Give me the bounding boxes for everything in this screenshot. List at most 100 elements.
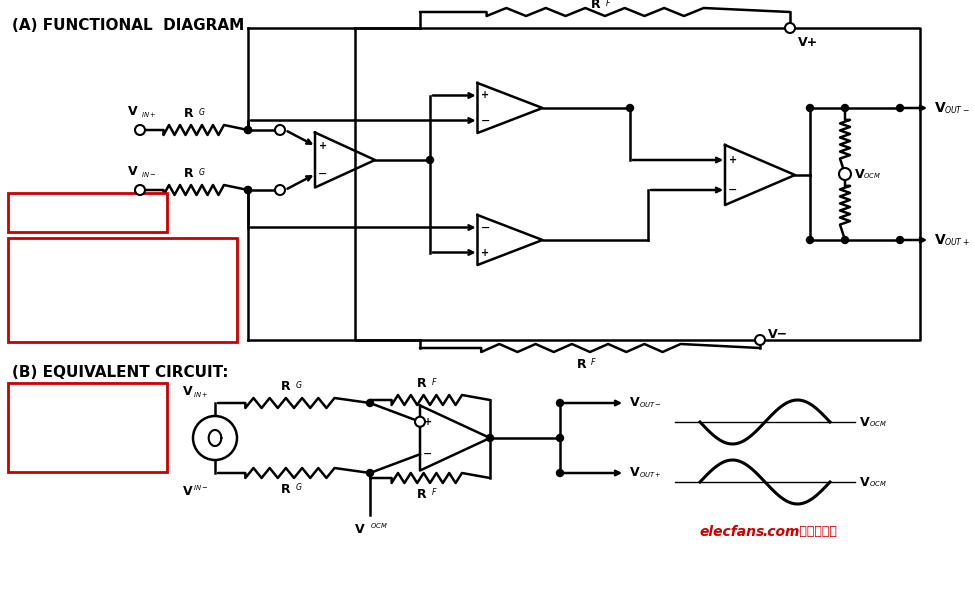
- Text: R: R: [18, 206, 29, 220]
- Circle shape: [275, 125, 285, 135]
- Text: V: V: [855, 167, 865, 180]
- Text: V: V: [183, 485, 193, 498]
- Text: $_G$: $_G$: [295, 379, 303, 392]
- Circle shape: [275, 185, 285, 195]
- Text: .com: .com: [762, 525, 800, 539]
- Circle shape: [839, 168, 851, 180]
- Text: R: R: [184, 107, 194, 120]
- Text: $_G$: $_G$: [198, 167, 206, 179]
- Text: GAIN =: GAIN =: [20, 406, 75, 420]
- Text: elecfans: elecfans: [700, 525, 766, 539]
- Text: $_G$: $_G$: [117, 209, 125, 221]
- Text: $_{IN, dm}$: $_{IN, dm}$: [28, 208, 55, 221]
- Text: $_{IN+}$: $_{IN+}$: [141, 110, 157, 120]
- Text: $_{OCM}$: $_{OCM}$: [863, 171, 880, 181]
- Text: R: R: [153, 292, 163, 305]
- Text: (B) EQUIVALENT CIRCUIT:: (B) EQUIVALENT CIRCUIT:: [12, 365, 229, 380]
- Circle shape: [427, 157, 433, 164]
- Text: V: V: [860, 415, 870, 429]
- Text: −: −: [481, 223, 490, 233]
- Text: R: R: [418, 377, 427, 390]
- Text: 2 × (R: 2 × (R: [148, 315, 186, 325]
- Text: ): ): [230, 315, 235, 325]
- Circle shape: [556, 469, 564, 477]
- Text: $_G$: $_G$: [122, 439, 130, 451]
- Text: R: R: [281, 380, 291, 393]
- Text: V: V: [630, 396, 640, 409]
- Text: 电子发烧友: 电子发烧友: [795, 525, 837, 538]
- Text: $_F$: $_F$: [590, 357, 597, 369]
- Circle shape: [366, 469, 373, 477]
- Text: $_F$: $_F$: [431, 376, 437, 389]
- Text: $_G$: $_G$: [227, 317, 234, 327]
- Text: V: V: [630, 466, 640, 479]
- Text: $_{IN-}$: $_{IN-}$: [141, 170, 157, 180]
- Text: R: R: [184, 167, 194, 180]
- Circle shape: [556, 435, 564, 442]
- Text: V: V: [129, 105, 137, 118]
- Circle shape: [135, 185, 145, 195]
- Text: R: R: [281, 483, 291, 496]
- Circle shape: [135, 125, 145, 135]
- Circle shape: [806, 104, 813, 111]
- FancyBboxPatch shape: [8, 238, 237, 342]
- Circle shape: [244, 127, 251, 134]
- Text: $_G$: $_G$: [198, 107, 206, 119]
- Text: R: R: [106, 436, 118, 450]
- Text: +: +: [318, 141, 327, 151]
- Text: R: R: [18, 255, 29, 269]
- Text: $_{OCM}$: $_{OCM}$: [869, 419, 887, 429]
- Text: R: R: [577, 358, 586, 371]
- Circle shape: [415, 417, 425, 427]
- Text: 1 −: 1 −: [105, 299, 129, 312]
- Text: −: −: [481, 115, 490, 125]
- FancyBboxPatch shape: [8, 193, 167, 232]
- Circle shape: [806, 237, 813, 243]
- FancyBboxPatch shape: [8, 383, 167, 472]
- Circle shape: [842, 237, 848, 243]
- Circle shape: [244, 187, 251, 194]
- Text: = 2 R: = 2 R: [75, 206, 122, 220]
- Circle shape: [486, 435, 494, 442]
- Text: +: +: [729, 155, 737, 165]
- Text: +: +: [424, 417, 432, 427]
- Text: −: −: [424, 449, 432, 459]
- Text: $_{OCM}$: $_{OCM}$: [869, 479, 887, 489]
- Text: $_{OUT-}$: $_{OUT-}$: [639, 400, 662, 410]
- Text: V: V: [860, 475, 870, 488]
- Text: $_{OUT-}$: $_{OUT-}$: [944, 105, 970, 117]
- Text: $_F$: $_F$: [168, 295, 174, 305]
- Text: +: +: [481, 91, 490, 101]
- Text: V: V: [935, 233, 946, 247]
- Text: R: R: [134, 263, 145, 277]
- Text: $_F$: $_F$: [431, 487, 437, 499]
- Text: R: R: [418, 488, 427, 501]
- Text: V: V: [183, 385, 193, 398]
- Circle shape: [896, 237, 904, 243]
- Text: $_G$: $_G$: [295, 482, 303, 494]
- Circle shape: [896, 104, 904, 111]
- Text: $_F$: $_F$: [605, 0, 612, 10]
- Text: −: −: [729, 185, 737, 195]
- Circle shape: [556, 399, 564, 406]
- Text: $_{OCM}$: $_{OCM}$: [370, 521, 388, 531]
- Circle shape: [366, 399, 373, 406]
- Text: $_G$: $_G$: [150, 266, 158, 278]
- Text: V: V: [935, 101, 946, 115]
- Text: + R: + R: [207, 315, 233, 325]
- Text: R: R: [591, 0, 601, 11]
- Text: V: V: [129, 165, 137, 178]
- Text: $_F$: $_F$: [122, 407, 129, 419]
- Text: $_{OUT+}$: $_{OUT+}$: [944, 237, 970, 249]
- Text: $_{IN-}$: $_{IN-}$: [193, 483, 208, 493]
- Text: V+: V+: [798, 35, 818, 48]
- Circle shape: [842, 104, 848, 111]
- Text: (A) FUNCTIONAL  DIAGRAM: (A) FUNCTIONAL DIAGRAM: [12, 18, 244, 33]
- Text: $_{IN, sem}$: $_{IN, sem}$: [28, 257, 58, 271]
- Text: −: −: [318, 169, 327, 178]
- Text: +: +: [481, 247, 490, 257]
- Text: V−: V−: [768, 327, 788, 340]
- Circle shape: [626, 104, 633, 111]
- Text: R: R: [106, 404, 118, 418]
- Circle shape: [244, 127, 251, 134]
